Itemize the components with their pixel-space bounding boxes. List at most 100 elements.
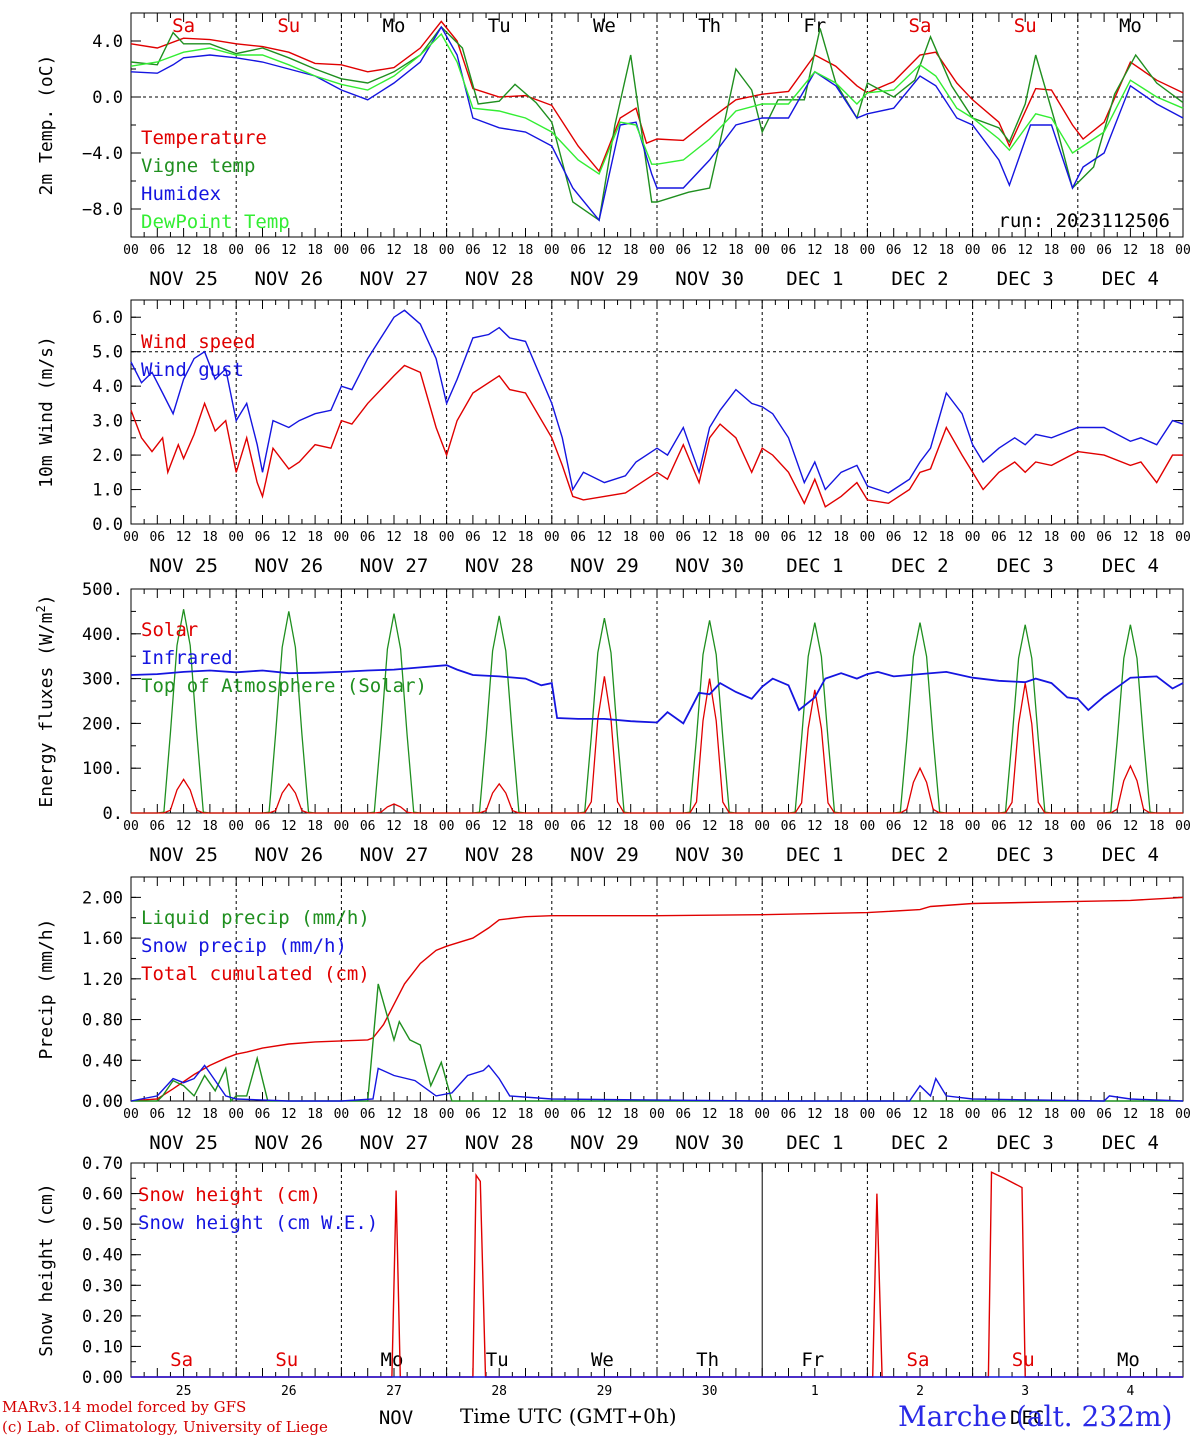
x-tick-label: 12 [1017, 530, 1033, 545]
y-axis-label: 10m Wind (m/s) [36, 336, 57, 488]
date-label: DEC 3 [997, 844, 1054, 866]
day-tag: Tu [488, 15, 511, 37]
date-label: NOV 29 [570, 844, 639, 866]
x-tick-label: 06 [781, 1107, 797, 1122]
y-tick-label: 200. [82, 714, 123, 734]
x-tick-label: 00 [860, 243, 876, 258]
panel-5: 0.00 0.10 0.20 0.30 0.40 0.50 0.60 0.70 Snow hei… [36, 1154, 1184, 1429]
x-tick-label: 00 [334, 243, 350, 258]
y-tick-label: 0. [103, 804, 123, 824]
y-tick-label: 0.0 [92, 88, 123, 108]
x-tick-label: 12 [702, 530, 718, 545]
x-tick-label: 18 [412, 243, 428, 258]
date-label: NOV 28 [465, 555, 534, 577]
x-tick-label: 06 [149, 819, 165, 834]
x-tick-label: 12 [1123, 819, 1139, 834]
x-tick-label: 00 [754, 530, 770, 545]
x-tick-label: 12 [807, 243, 823, 258]
x-tick-label: 18 [1044, 530, 1060, 545]
y-tick-label: 300. [82, 670, 123, 690]
x-tick-label: 00 [228, 243, 244, 258]
x-tick-label: 06 [991, 819, 1007, 834]
x-tick-label: 06 [360, 530, 376, 545]
date-label: NOV 27 [360, 555, 429, 577]
x-tick-label: 12 [386, 243, 402, 258]
x-tick-label: 18 [728, 1107, 744, 1122]
date-label: DEC 4 [1102, 1132, 1159, 1154]
x-tick-label: 06 [781, 530, 797, 545]
x-tick-label: 12 [176, 530, 192, 545]
x-tick-label: 00 [228, 819, 244, 834]
day-tag: Sa [909, 15, 932, 37]
day-number-label: 3 [1021, 1384, 1029, 1399]
day-tag: Su [1014, 15, 1037, 37]
x-tick-label: 00 [649, 243, 665, 258]
series-line-dewpoint-temp [130, 32, 1184, 176]
x-tick-label: 12 [386, 1107, 402, 1122]
y-tick-label: 0.40 [82, 1051, 123, 1071]
x-tick-label: 12 [176, 819, 192, 834]
x-tick-label: 18 [412, 1107, 428, 1122]
x-tick-label: 12 [702, 819, 718, 834]
y-tick-label: 6.0 [92, 308, 123, 328]
x-tick-label: 06 [886, 1107, 902, 1122]
x-tick-label: 12 [807, 819, 823, 834]
x-tick-label: 00 [649, 819, 665, 834]
legend-entry: Snow height (cm) [138, 1184, 321, 1206]
legend-entry: Infrared [141, 647, 233, 669]
date-label: DEC 3 [997, 268, 1054, 290]
date-label: NOV 27 [360, 844, 429, 866]
x-tick-label: 06 [675, 1107, 691, 1122]
date-label: NOV 26 [254, 1132, 323, 1154]
x-tick-label: 00 [649, 530, 665, 545]
x-tick-label: 06 [360, 819, 376, 834]
x-tick-label: 12 [281, 1107, 297, 1122]
date-label: NOV 26 [254, 268, 323, 290]
x-tick-label: 06 [255, 819, 271, 834]
x-tick-label: 00 [1070, 530, 1086, 545]
x-tick-label: 18 [833, 243, 849, 258]
x-tick-label: 06 [991, 1107, 1007, 1122]
day-number-label: 27 [386, 1384, 402, 1399]
day-tag: Su [1012, 1349, 1035, 1371]
x-tick-label: 00 [754, 1107, 770, 1122]
date-label: NOV 28 [465, 1132, 534, 1154]
x-tick-label: 00 [1175, 819, 1191, 834]
x-tick-label: 00 [334, 819, 350, 834]
date-label: NOV 25 [149, 1132, 218, 1154]
y-tick-label: −4.0 [82, 144, 123, 164]
legend-entry: Total cumulated (cm) [141, 963, 370, 985]
day-tag: Mo [383, 15, 406, 37]
x-tick-label: 06 [1096, 530, 1112, 545]
y-tick-label: 1.0 [92, 481, 123, 501]
x-tick-label: 06 [781, 819, 797, 834]
y-axis-label: Snow height (cm) [36, 1183, 57, 1356]
x-tick-label: 00 [439, 1107, 455, 1122]
date-label: DEC 4 [1102, 268, 1159, 290]
day-tag: Th [698, 15, 721, 37]
x-tick-label: 12 [1017, 243, 1033, 258]
date-label: DEC 1 [786, 844, 843, 866]
x-tick-label: 12 [1123, 1107, 1139, 1122]
x-tick-label: 00 [1175, 1107, 1191, 1122]
day-tag: Fr [803, 15, 826, 37]
series-line-wind-gust [130, 309, 1184, 494]
x-tick-label: 12 [491, 530, 507, 545]
x-tick-label: 06 [149, 530, 165, 545]
y-axis-label: 2m Temp. (oC) [36, 55, 57, 196]
legend-entry: Snow precip (mm/h) [141, 935, 347, 957]
x-tick-label: 18 [518, 243, 534, 258]
x-tick-label: 18 [728, 243, 744, 258]
day-tag: Sa [907, 1349, 930, 1371]
x-tick-label: 06 [781, 243, 797, 258]
date-label: DEC 1 [786, 555, 843, 577]
x-tick-label: 00 [1070, 243, 1086, 258]
x-tick-label: 12 [597, 819, 613, 834]
x-tick-label: 18 [202, 243, 218, 258]
x-tick-label: 00 [860, 819, 876, 834]
x-tick-label: 18 [623, 243, 639, 258]
x-tick-label: 12 [281, 819, 297, 834]
x-tick-label: 06 [1096, 1107, 1112, 1122]
legend-entry: Wind gust [141, 359, 244, 381]
x-tick-label: 06 [991, 243, 1007, 258]
